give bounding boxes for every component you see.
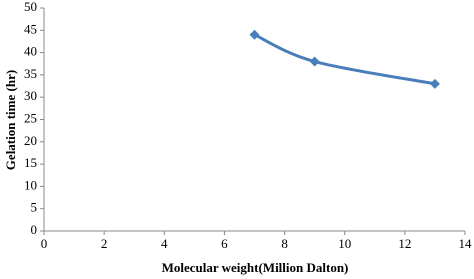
x-tick-label: 4 xyxy=(161,236,168,251)
y-tick-label: 25 xyxy=(24,110,37,125)
y-tick-label: 20 xyxy=(24,133,37,148)
x-tick-label: 14 xyxy=(459,236,473,251)
x-axis-title: Molecular weight(Million Dalton) xyxy=(162,260,349,275)
line xyxy=(253,33,436,86)
x-tick-label: 0 xyxy=(41,236,48,251)
y-tick-label: 15 xyxy=(24,155,37,170)
y-tick-label: 50 xyxy=(24,0,37,14)
x-tick-label: 10 xyxy=(338,236,351,251)
marker xyxy=(309,56,320,67)
y-tick-label: 35 xyxy=(24,66,37,81)
x-tick-label: 2 xyxy=(101,236,108,251)
y-tick-label: 5 xyxy=(31,200,38,215)
y-tick-label: 30 xyxy=(24,88,37,103)
marker xyxy=(249,29,260,40)
x-tick-label: 8 xyxy=(281,236,288,251)
y-tick-label: 10 xyxy=(24,177,37,192)
marker xyxy=(429,78,440,89)
y-tick-label: 40 xyxy=(24,44,37,59)
y-tick-label: 0 xyxy=(31,222,38,237)
y-axis-title: Gelation time (hr) xyxy=(3,70,18,170)
x-tick-label: 6 xyxy=(221,236,228,251)
x-tick-label: 12 xyxy=(398,236,411,251)
y-tick-label: 45 xyxy=(24,21,37,36)
